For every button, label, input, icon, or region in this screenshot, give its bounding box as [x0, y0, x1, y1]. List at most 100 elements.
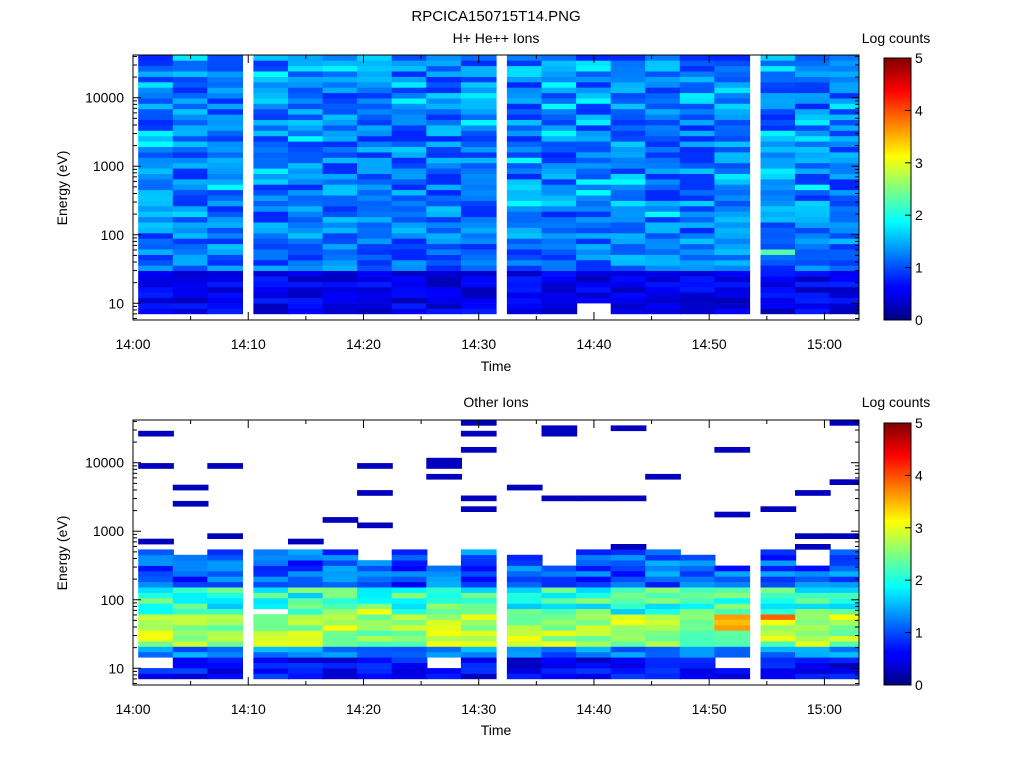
heatmap-cell	[426, 71, 462, 77]
heatmap-cell	[760, 281, 797, 288]
heatmap-cell	[506, 673, 543, 680]
heatmap-cell	[714, 303, 751, 309]
heatmap-cell	[795, 662, 831, 669]
heatmap-cell	[391, 249, 428, 255]
heatmap-cell	[795, 630, 831, 636]
heatmap-cell	[679, 211, 716, 218]
heatmap-cell	[172, 222, 209, 228]
heatmap-cell	[357, 168, 393, 174]
x-axis-label: Time	[481, 358, 512, 374]
heatmap-cell	[829, 87, 859, 94]
heatmap-cell	[172, 168, 209, 174]
heatmap-cell	[460, 646, 497, 653]
heatmap-cell	[506, 657, 543, 663]
heatmap-cell	[576, 189, 612, 196]
plot-axes: 14:00 14:10 14:20 14:30 14:40 14:50 15:0010100…	[85, 419, 860, 717]
heatmap-cell	[426, 60, 462, 67]
heatmap-cell	[322, 243, 359, 250]
heatmap-cell	[506, 76, 543, 83]
heatmap-cell	[322, 565, 359, 572]
heatmap-cell	[714, 608, 751, 615]
heatmap-cell	[506, 55, 543, 61]
heatmap-cell	[760, 222, 797, 228]
heatmap-cell	[391, 608, 428, 615]
heatmap-cell	[506, 114, 543, 120]
heatmap-cell	[829, 82, 859, 88]
heatmap-cell	[610, 135, 647, 142]
heatmap-cell	[460, 173, 497, 180]
heatmap-cell	[645, 265, 681, 271]
heatmap-cell	[679, 216, 716, 223]
heatmap-cell	[576, 619, 612, 626]
heatmap-cell	[795, 211, 831, 218]
heatmap-cell	[288, 92, 324, 99]
heatmap-cell	[645, 565, 681, 572]
heatmap-cell	[172, 254, 209, 261]
heatmap-cell	[795, 598, 831, 604]
heatmap-cell	[207, 673, 243, 680]
heatmap-cell	[760, 157, 797, 164]
heatmap-cell	[172, 560, 209, 566]
heatmap-cell	[426, 65, 462, 72]
heatmap-cell	[795, 270, 831, 277]
heatmap-cell	[207, 549, 243, 556]
heatmap-cell	[357, 292, 393, 298]
heatmap-cell	[460, 587, 497, 593]
heatmap-cell	[207, 184, 243, 191]
y-tick-label: 1000	[93, 523, 124, 539]
heatmap-cell	[138, 603, 174, 610]
heatmap-cell	[506, 592, 543, 599]
heatmap-cell	[679, 130, 716, 137]
heatmap-cell	[506, 82, 543, 88]
heatmap-cell	[426, 265, 462, 271]
x-tick-label: 14:20	[346, 336, 381, 352]
heatmap-cell	[322, 641, 359, 647]
heatmap-cell	[391, 270, 428, 277]
heatmap-cell	[172, 200, 209, 207]
heatmap-cell	[679, 565, 716, 572]
heatmap-cell	[207, 249, 243, 255]
heatmap-cell	[506, 249, 543, 255]
heatmap-cell	[541, 495, 578, 502]
heatmap-cell	[357, 152, 393, 158]
heatmap-cell	[288, 560, 324, 566]
heatmap-cell	[541, 425, 578, 432]
heatmap-cell	[207, 463, 243, 469]
heatmap-cell	[138, 60, 174, 67]
heatmap-cell	[679, 619, 716, 626]
heatmap-cell	[172, 227, 209, 234]
heatmap-cell	[576, 668, 612, 674]
heatmap-cell	[714, 233, 751, 239]
heatmap-cell	[357, 303, 393, 309]
heatmap-cell	[795, 216, 831, 223]
heatmap-cell	[460, 206, 497, 212]
heatmap-cell	[679, 662, 716, 669]
heatmap-cell	[610, 114, 647, 120]
heatmap-cell	[426, 114, 462, 120]
heatmap-cell	[506, 227, 543, 234]
heatmap-cell	[610, 87, 647, 94]
heatmap-cell	[795, 276, 831, 282]
heatmap-cell	[506, 668, 543, 674]
heatmap-cell	[172, 286, 209, 293]
heatmap-cell	[253, 576, 290, 583]
heatmap-cell	[460, 662, 497, 669]
heatmap-cell	[207, 576, 243, 583]
heatmap-cell	[391, 103, 428, 110]
heatmap-cell	[426, 189, 462, 196]
heatmap-cell	[207, 211, 243, 218]
heatmap-cell	[714, 119, 751, 126]
heatmap-cell	[357, 216, 393, 223]
heatmap-cell	[829, 168, 859, 174]
heatmap-cell	[357, 103, 393, 110]
heatmap-cell	[541, 630, 578, 636]
heatmap-cell	[460, 430, 497, 437]
heatmap-cell	[426, 603, 462, 610]
heatmap-cell	[795, 592, 831, 599]
heatmap-cell	[322, 308, 359, 315]
heatmap-cell	[288, 119, 324, 126]
heatmap-cell	[172, 65, 209, 72]
heatmap-cell	[541, 303, 578, 309]
heatmap-cell	[795, 303, 831, 309]
heatmap-cell	[426, 184, 462, 191]
